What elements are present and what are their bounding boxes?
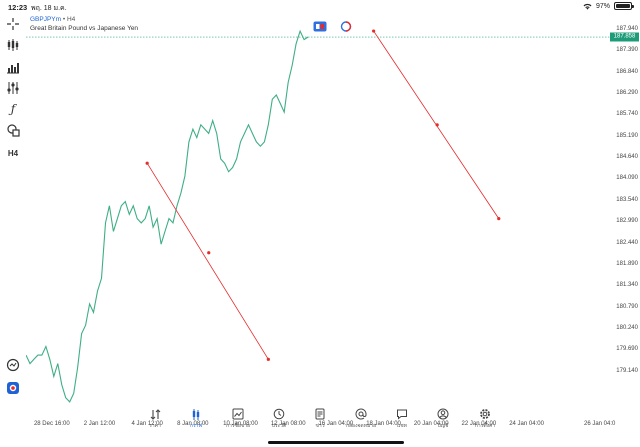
price-tick-label: 184.640 <box>616 154 638 161</box>
nav-trade[interactable]: การซื้อขาย <box>213 408 263 430</box>
price-tick-label: 183.540 <box>616 196 638 203</box>
nav-mailbox[interactable]: กล่องจดหมาย <box>336 408 386 430</box>
one-click-trade-icon[interactable] <box>313 19 327 32</box>
nav-settings[interactable]: การตั้งค่า <box>460 408 510 430</box>
depth-of-market-icon[interactable] <box>339 19 353 32</box>
bottom-nav: ราคา กราฟ การซื้อขาย ประวัติ ข่าว กล่องจดหมาย… <box>0 408 640 447</box>
time-tick-label: 2 Jan 12:00 <box>83 421 116 427</box>
nav-news[interactable]: ข่าว <box>295 408 345 430</box>
wifi-icon <box>583 3 592 10</box>
time-tick-label: 28 Dec 16:00 <box>33 421 70 427</box>
price-line-series <box>26 29 309 403</box>
news-icon <box>315 408 325 420</box>
settings-icon <box>480 409 490 419</box>
nav-label: ข่าว <box>315 423 325 429</box>
trendline-2-handle-3[interactable] <box>497 217 501 221</box>
nav-label: กล่องจดหมาย <box>345 423 377 429</box>
status-date: พฤ. 18 ม.ค. <box>31 5 67 12</box>
nav-account[interactable]: บัญชี <box>418 408 468 430</box>
nav-label: กราฟ <box>189 423 203 429</box>
nav-label: ประวัติ <box>271 423 287 429</box>
symbol-timeframe: H4 <box>66 16 76 23</box>
price-tick-label: 182.440 <box>616 239 638 246</box>
trendline-2-handle-2[interactable] <box>435 123 439 127</box>
price-axis: 187.940 187.390 186.840 186.290 185.740 185.1… <box>610 14 640 419</box>
home-indicator <box>268 441 404 444</box>
time-tick-label: 12 Jan 08:00 <box>270 421 306 427</box>
symbol-separator: • <box>62 16 66 23</box>
chat-icon <box>397 409 407 420</box>
price-tick-label: 180.790 <box>616 303 638 310</box>
objects-icon[interactable] <box>5 122 21 138</box>
price-tick-label: 184.090 <box>616 175 638 182</box>
time-tick-label: 22 Jan 04:00 <box>461 421 497 427</box>
battery-percent: 97% <box>595 2 610 10</box>
price-tick-label: 181.340 <box>616 282 638 289</box>
nav-label: การตั้งค่า <box>474 423 496 429</box>
time-tick-label: 16 Jan 04:00 <box>318 421 354 427</box>
nav-label: การซื้อขาย <box>225 423 251 429</box>
price-tick-label: 179.140 <box>616 367 638 374</box>
price-tick-label: 182.990 <box>616 218 638 225</box>
trendline-1-handle-1[interactable] <box>145 161 149 165</box>
trendline-1-handle-3[interactable] <box>266 357 270 361</box>
price-tick-label: 187.390 <box>616 47 638 54</box>
trendline-1-handle-2[interactable] <box>207 251 211 255</box>
price-chart[interactable] <box>26 14 610 419</box>
price-tick-label: 187.940 <box>616 26 638 32</box>
time-tick-label: 10 Jan 08:00 <box>223 421 258 427</box>
time-tick-label: 8 Jan 08:00 <box>177 421 209 427</box>
nav-label: แชท <box>397 423 407 429</box>
trade-icon <box>232 408 244 420</box>
app-logo-icon <box>5 380 21 396</box>
history-icon <box>273 408 285 420</box>
time-axis: 28 Dec 16:00 2 Jan 12:00 4 Jan 12:00 8 Jan … <box>26 419 615 431</box>
nav-label: ราคา <box>149 423 161 429</box>
candlestick-icon <box>192 409 200 420</box>
crosshair-icon[interactable] <box>5 16 21 32</box>
nav-history[interactable]: ประวัติ <box>254 408 304 430</box>
function-icon[interactable]: ƒ <box>10 102 16 116</box>
nav-quotes[interactable]: ราคา <box>130 408 180 430</box>
account-icon <box>437 408 449 420</box>
status-time: 12:23 <box>8 3 28 12</box>
price-tick-label: 180.240 <box>616 324 638 331</box>
trendline-1[interactable] <box>146 163 269 360</box>
status-bar: 12:23 พฤ. 18 ม.ค. 97% <box>0 0 640 14</box>
symbol-description: Great Britain Pound vs Japanese Yen <box>30 25 139 32</box>
time-tick-label: 24 Jan 04:00 <box>509 421 544 427</box>
bar-chart-icon[interactable] <box>5 59 21 75</box>
price-tick-label: 181.890 <box>616 260 638 267</box>
current-price-tag: 187.858 <box>610 32 639 42</box>
time-tick-label: 18 Jan 04:00 <box>366 421 401 427</box>
battery-icon <box>614 2 634 10</box>
mail-icon <box>355 408 367 420</box>
price-tick-label: 179.690 <box>616 346 638 353</box>
symbol-name[interactable]: GBPJPYm <box>30 16 62 23</box>
status-right: 97% <box>583 2 634 10</box>
symbol-header[interactable]: GBPJPYm • H4 Great Britain Pound vs Japa… <box>30 15 138 33</box>
nav-chat[interactable]: แชท <box>377 408 427 430</box>
time-tick-label: 26 Jan 04:0 <box>584 421 616 427</box>
left-toolbar: ƒ H4 <box>0 14 26 434</box>
nav-label: บัญชี <box>437 423 449 429</box>
timeframe-button[interactable]: H4 <box>7 148 19 158</box>
nav-charts[interactable]: กราฟ <box>171 408 221 430</box>
candlestick-icon[interactable] <box>5 37 21 53</box>
price-tick-label: 185.740 <box>616 111 638 118</box>
price-tick-label: 186.840 <box>616 68 638 75</box>
time-tick-label: 20 Jan 04:00 <box>413 421 449 427</box>
time-tick-label: 4 Jan 12:00 <box>131 421 163 427</box>
quick-trade-icon[interactable] <box>5 357 21 373</box>
price-tick-label: 186.290 <box>616 90 638 97</box>
trendline-2-handle-1[interactable] <box>372 29 376 33</box>
indicators-icon[interactable] <box>5 80 21 96</box>
quotes-icon <box>150 409 161 420</box>
price-tick-label: 185.190 <box>616 132 638 139</box>
